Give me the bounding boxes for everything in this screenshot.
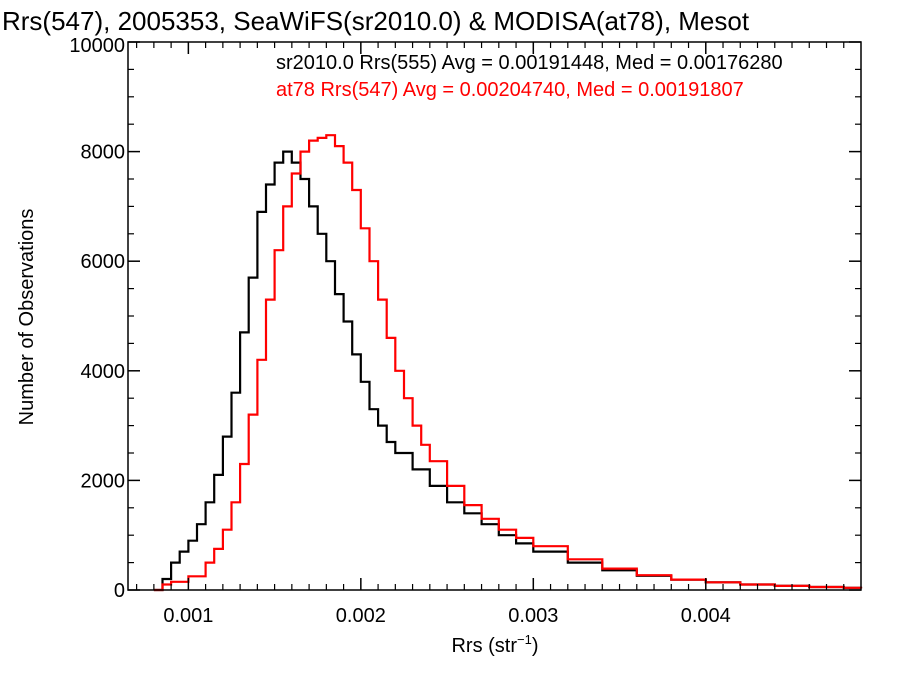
y-tick-label: 6000: [81, 251, 126, 273]
x-axis-label: Rrs (str−1): [451, 632, 538, 657]
axis-layer: 0 2000 4000 6000 8000 10000 0.001 0.002 0.003 0.0…: [69, 35, 861, 627]
x-axis-label-superscript: −1: [517, 632, 532, 647]
plot-frame: [127, 41, 862, 591]
legend-entry-1: sr2010.0 Rrs(555) Avg = 0.00191448, Med …: [276, 52, 783, 74]
x-tick-label: 0.003: [508, 605, 558, 627]
chart-title: Rrs(547), 2005353, SeaWiFS(sr2010.0) & M…: [2, 6, 750, 36]
y-tick-label: 10000: [69, 35, 125, 57]
y-tick-label: 2000: [81, 470, 126, 492]
x-tick-label: 0.001: [163, 605, 213, 627]
y-axis-label: Number of Observations: [16, 209, 38, 426]
x-tick-label: 0.002: [336, 605, 386, 627]
x-axis-label-close: ): [532, 635, 539, 657]
legend-entry-2: at78 Rrs(547) Avg = 0.00204740, Med = 0.…: [276, 79, 744, 101]
y-tick-label: 0: [114, 580, 125, 602]
x-tick-label: 0.004: [681, 605, 731, 627]
series-layer: [153, 134, 863, 592]
y-tick-label: 4000: [81, 361, 126, 383]
x-axis-label-main: Rrs (str: [451, 635, 517, 657]
y-tick-label: 8000: [81, 142, 126, 164]
series-line-2: [153, 134, 863, 592]
series-line-1: [153, 150, 863, 592]
